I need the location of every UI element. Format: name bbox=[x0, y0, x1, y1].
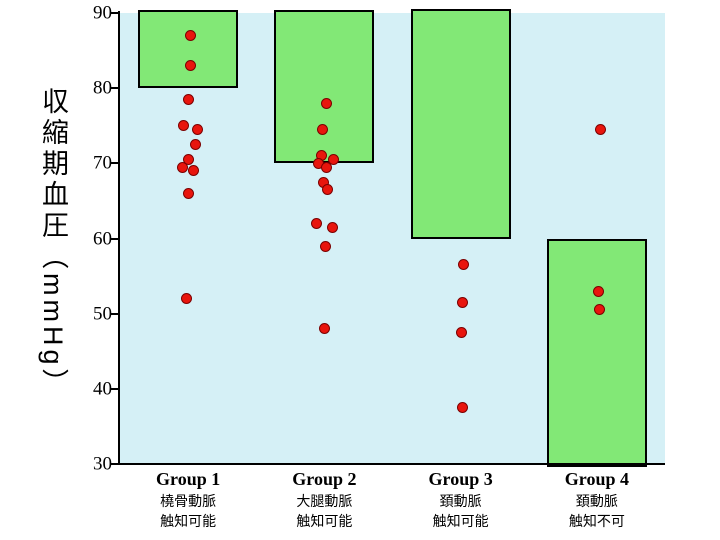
data-point bbox=[320, 97, 332, 109]
data-point bbox=[456, 326, 468, 338]
y-tick-label: 70 bbox=[93, 152, 112, 174]
x-axis-line bbox=[118, 463, 665, 465]
data-point bbox=[457, 296, 469, 308]
range-bar bbox=[274, 10, 375, 164]
x-group-label: Group 4 頚動脈触知不可 bbox=[527, 469, 667, 532]
data-point bbox=[327, 154, 339, 166]
y-axis-line bbox=[118, 11, 120, 465]
group-subline-2: 触知不可 bbox=[568, 514, 625, 530]
data-point bbox=[319, 240, 331, 252]
data-point bbox=[182, 187, 194, 199]
group-name: Group 3 bbox=[428, 469, 493, 489]
data-point bbox=[184, 60, 196, 72]
data-point bbox=[326, 221, 338, 233]
data-point bbox=[177, 120, 189, 132]
data-point bbox=[321, 184, 333, 196]
y-tick-label: 40 bbox=[93, 378, 112, 400]
x-group-label: Group 3 頚動脈触知可能 bbox=[391, 469, 531, 532]
group-subline-1: 頚動脈 bbox=[575, 495, 618, 510]
group-name: Group 1 bbox=[156, 469, 221, 489]
y-tick-label: 30 bbox=[93, 453, 112, 475]
data-point bbox=[180, 293, 192, 305]
range-bar bbox=[410, 8, 511, 239]
data-point bbox=[182, 93, 194, 105]
data-point bbox=[316, 124, 328, 135]
group-subline-1: 頚動脈 bbox=[439, 495, 482, 510]
range-bar bbox=[138, 10, 239, 89]
group-subline-2: 触知可能 bbox=[296, 514, 353, 530]
y-axis-title: 収縮期血圧（mmHg） bbox=[38, 87, 68, 400]
data-point bbox=[176, 161, 188, 173]
data-point bbox=[189, 139, 201, 151]
data-point bbox=[184, 30, 196, 42]
y-tick-label: 60 bbox=[93, 228, 112, 249]
y-tick-label: 50 bbox=[93, 303, 112, 325]
data-point bbox=[320, 161, 332, 173]
data-point bbox=[187, 165, 199, 177]
data-point bbox=[310, 217, 322, 229]
group-subline-2: 触知可能 bbox=[160, 514, 217, 530]
data-point bbox=[318, 323, 330, 335]
group-name: Group 2 bbox=[292, 469, 357, 489]
x-group-label: Group 2 大腿動脈触知可能 bbox=[254, 469, 394, 532]
data-point bbox=[595, 124, 607, 135]
group-subline-2: 触知可能 bbox=[432, 514, 489, 530]
data-point bbox=[191, 124, 203, 135]
group-subline-1: 大腿動脈 bbox=[296, 495, 353, 510]
plot-area bbox=[120, 8, 665, 467]
group-subline-1: 橈骨動脈 bbox=[160, 495, 217, 510]
data-point bbox=[593, 285, 605, 297]
range-bar bbox=[546, 238, 647, 467]
x-group-label: Group 1 橈骨動脈触知可能 bbox=[118, 469, 258, 532]
group-name: Group 4 bbox=[564, 469, 629, 489]
data-point bbox=[182, 154, 194, 166]
data-point bbox=[458, 259, 470, 271]
y-tick-label: 90 bbox=[93, 2, 112, 24]
data-point bbox=[457, 402, 469, 414]
y-tick-label: 80 bbox=[93, 77, 112, 99]
data-point bbox=[594, 304, 606, 316]
